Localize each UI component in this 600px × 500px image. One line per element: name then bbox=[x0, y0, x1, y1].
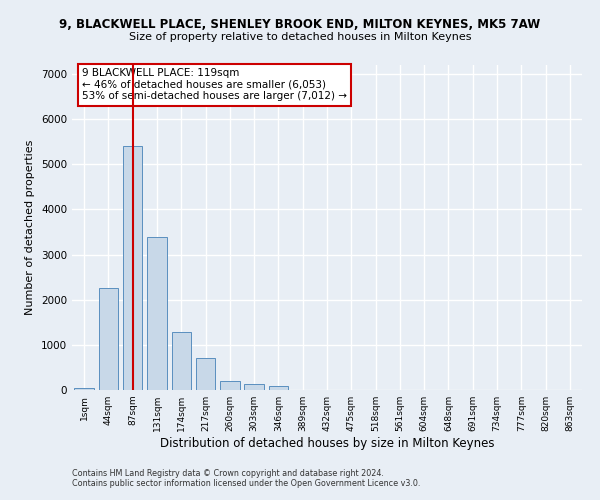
Bar bbox=[244, 384, 264, 390]
X-axis label: Distribution of detached houses by size in Milton Keynes: Distribution of detached houses by size … bbox=[160, 437, 494, 450]
Text: Contains public sector information licensed under the Open Government Licence v3: Contains public sector information licen… bbox=[72, 478, 421, 488]
Text: 9 BLACKWELL PLACE: 119sqm
← 46% of detached houses are smaller (6,053)
53% of se: 9 BLACKWELL PLACE: 119sqm ← 46% of detac… bbox=[82, 68, 347, 102]
Bar bbox=[269, 386, 288, 390]
Bar bbox=[147, 236, 167, 390]
Bar bbox=[196, 358, 215, 390]
Bar bbox=[172, 332, 191, 390]
Bar bbox=[123, 146, 142, 390]
Y-axis label: Number of detached properties: Number of detached properties bbox=[25, 140, 35, 315]
Text: Size of property relative to detached houses in Milton Keynes: Size of property relative to detached ho… bbox=[129, 32, 471, 42]
Bar bbox=[220, 381, 239, 390]
Bar bbox=[74, 388, 94, 390]
Text: 9, BLACKWELL PLACE, SHENLEY BROOK END, MILTON KEYNES, MK5 7AW: 9, BLACKWELL PLACE, SHENLEY BROOK END, M… bbox=[59, 18, 541, 30]
Bar bbox=[99, 288, 118, 390]
Text: Contains HM Land Registry data © Crown copyright and database right 2024.: Contains HM Land Registry data © Crown c… bbox=[72, 468, 384, 477]
